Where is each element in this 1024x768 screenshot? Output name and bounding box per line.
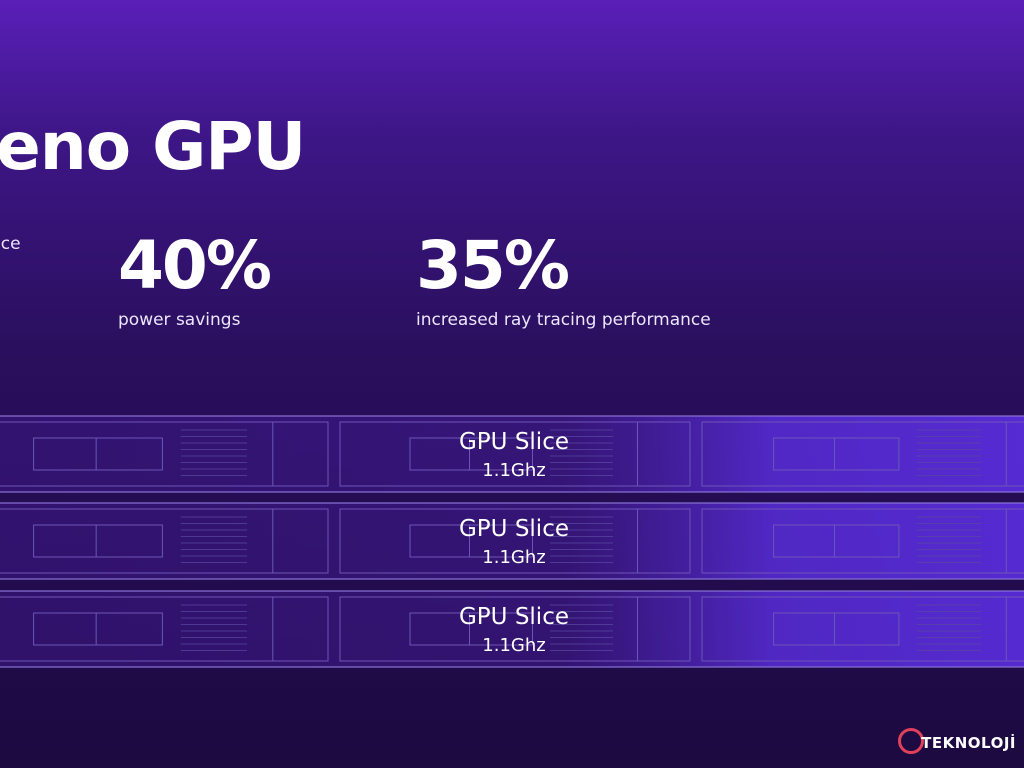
panel-core (409, 612, 533, 646)
stat-value: 35% (416, 227, 570, 304)
stat-value: 40% (118, 227, 272, 304)
slice-panel (339, 421, 691, 487)
slide-title: eno GPU (0, 108, 306, 185)
slice-clock: 1.1Ghz (482, 460, 545, 481)
slice-band (0, 590, 1024, 668)
slice-panel (701, 596, 1024, 662)
slice-panel (0, 508, 329, 574)
panel-core (773, 437, 900, 471)
stat-label: power savings (118, 310, 241, 330)
panel-core (33, 612, 163, 646)
stat-label: increased ray tracing performance (416, 310, 711, 330)
panel-core (33, 437, 163, 471)
watermark: TEKNOLOJİ (921, 734, 1016, 752)
slice-panel (339, 508, 691, 574)
stat: nce (0, 228, 21, 254)
slice-name: GPU Slice (459, 429, 569, 455)
slice-panel (339, 596, 691, 662)
panel-core (773, 612, 900, 646)
slice-panel (0, 596, 329, 662)
slice-clock: 1.1Ghz (482, 635, 545, 656)
stat-label: nce (0, 234, 21, 254)
stat: 35% increased ray tracing performance (416, 227, 711, 331)
stat: 40% power savings (118, 227, 272, 331)
watermark-icon (898, 728, 924, 754)
slice-band (0, 502, 1024, 580)
slice-panel (701, 508, 1024, 574)
slice-panel (701, 421, 1024, 487)
panel-core (409, 437, 533, 471)
slice-name: GPU Slice (459, 604, 569, 630)
slice-clock: 1.1Ghz (482, 547, 545, 568)
panel-core (33, 524, 163, 558)
panel-core (409, 524, 533, 558)
slice-name: GPU Slice (459, 516, 569, 542)
panel-core (773, 524, 900, 558)
slice-band (0, 415, 1024, 493)
slice-panel (0, 421, 329, 487)
